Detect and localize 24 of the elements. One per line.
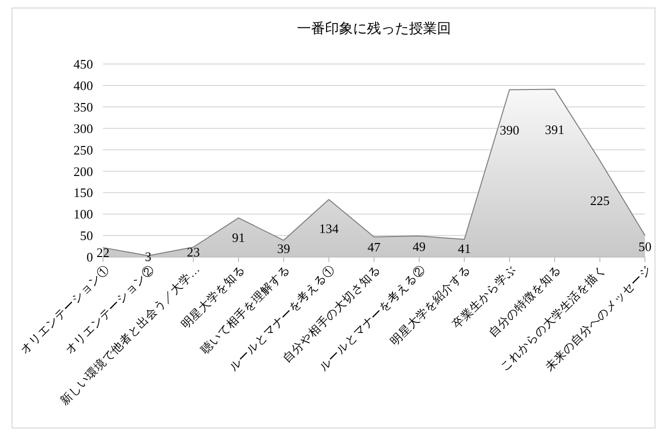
y-tick-label: 150	[74, 185, 93, 200]
data-label: 50	[638, 238, 652, 254]
data-label: 49	[412, 239, 426, 254]
data-label: 390	[500, 122, 520, 138]
data-label: 91	[232, 230, 245, 246]
y-tick-label: 50	[80, 228, 93, 244]
data-label: 22	[96, 244, 110, 260]
data-label: 41	[458, 240, 471, 256]
y-tick-label: 200	[74, 164, 93, 179]
data-label: 23	[186, 244, 200, 260]
y-tick-label: 250	[74, 142, 93, 158]
y-tick-label: 300	[74, 120, 93, 136]
y-tick-label: 400	[74, 78, 93, 93]
data-label: 47	[368, 239, 381, 254]
chart-title: 一番印象に残った授業回	[297, 21, 451, 37]
y-tick-label: 350	[74, 99, 93, 114]
y-tick-label: 100	[74, 206, 93, 222]
data-label: 134	[319, 220, 340, 236]
data-label: 39	[277, 241, 290, 256]
y-tick-label: 0	[86, 250, 93, 265]
y-tick-label: 450	[74, 56, 93, 72]
data-label: 225	[590, 193, 610, 208]
data-label: 391	[544, 122, 564, 137]
data-label: 3	[144, 248, 152, 264]
